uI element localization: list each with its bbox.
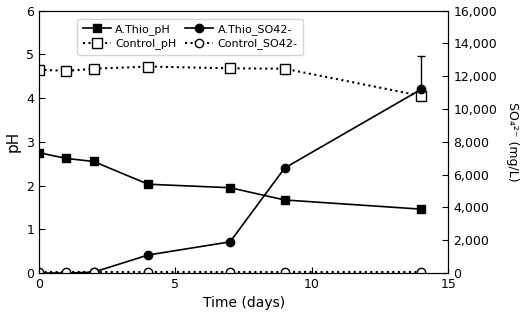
Y-axis label: pH: pH	[6, 131, 20, 152]
Y-axis label: SO₄²⁻ (mg/L): SO₄²⁻ (mg/L)	[507, 102, 519, 182]
Legend: A.Thio_pH, Control_pH, A.Thio_SO42-, Control_SO42-: A.Thio_pH, Control_pH, A.Thio_SO42-, Con…	[77, 19, 303, 55]
X-axis label: Time (days): Time (days)	[203, 296, 285, 310]
